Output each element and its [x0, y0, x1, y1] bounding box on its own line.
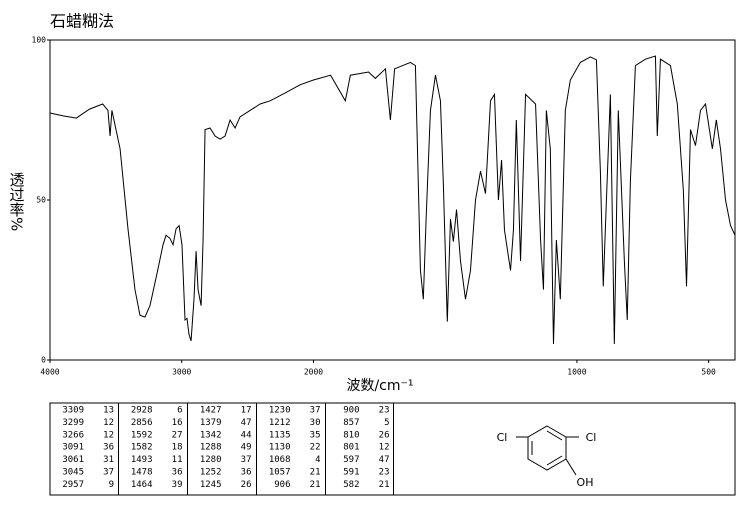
peak-transmittance: 13	[103, 406, 114, 416]
peak-wavenumber: 2856	[131, 418, 153, 428]
peak-transmittance: 26	[241, 480, 252, 490]
x-tick-label: 4000	[40, 368, 59, 377]
peak-wavenumber: 1135	[269, 430, 291, 440]
peak-wavenumber: 1592	[131, 430, 153, 440]
peak-transmittance: 26	[379, 430, 390, 440]
peak-wavenumber: 1245	[200, 480, 222, 490]
double-bond	[546, 430, 563, 441]
peak-wavenumber: 1280	[200, 455, 222, 465]
spectrum-line	[49, 55, 736, 345]
peak-transmittance: 16	[172, 418, 183, 428]
peak-wavenumber: 1212	[269, 418, 291, 428]
atom-label: OH	[577, 476, 594, 489]
double-bond	[546, 455, 563, 466]
peak-transmittance: 36	[241, 468, 252, 478]
peak-wavenumber: 3091	[62, 443, 84, 453]
peak-wavenumber: 1252	[200, 468, 222, 478]
peak-wavenumber: 1478	[131, 468, 153, 478]
peak-transmittance: 47	[379, 455, 390, 465]
peak-transmittance: 12	[379, 443, 390, 453]
peak-transmittance: 11	[172, 455, 183, 465]
peak-transmittance: 12	[103, 430, 114, 440]
peak-transmittance: 35	[310, 430, 321, 440]
x-tick-label: 500	[701, 368, 716, 377]
peak-wavenumber: 1288	[200, 443, 222, 453]
table-dividers	[118, 403, 394, 495]
peak-transmittance: 37	[103, 468, 114, 478]
chart-title: 石蜡糊法	[50, 12, 114, 31]
peak-wavenumber: 1427	[200, 406, 222, 416]
peak-transmittance: 27	[172, 430, 183, 440]
peak-transmittance: 5	[384, 418, 389, 428]
peak-transmittance: 12	[103, 418, 114, 428]
peak-wavenumber: 3266	[62, 430, 84, 440]
peak-wavenumber: 1493	[131, 455, 153, 465]
peak-transmittance: 18	[172, 443, 183, 453]
peak-wavenumber: 3309	[62, 406, 84, 416]
y-tick-label: 0	[41, 356, 46, 365]
peak-wavenumber: 1068	[269, 455, 291, 465]
peak-wavenumber: 1582	[131, 443, 153, 453]
x-tick-label: 1000	[567, 368, 586, 377]
peak-wavenumber: 591	[343, 468, 359, 478]
y-tick-label: 50	[36, 196, 46, 205]
peak-wavenumber: 1342	[200, 430, 222, 440]
peak-wavenumber: 1130	[269, 443, 291, 453]
peak-transmittance: 37	[310, 406, 321, 416]
x-tick-label: 3000	[172, 368, 191, 377]
peak-transmittance: 23	[379, 468, 390, 478]
peak-transmittance: 44	[241, 430, 252, 440]
atom-label: Cl	[497, 431, 508, 444]
y-axis-label: 透过率%	[8, 172, 26, 231]
peak-transmittance: 39	[172, 480, 183, 490]
peak-transmittance: 21	[310, 468, 321, 478]
peak-transmittance: 36	[103, 443, 114, 453]
peak-table-frame	[49, 402, 736, 496]
benzene-ring	[527, 425, 567, 471]
peak-wavenumber: 900	[343, 406, 359, 416]
peak-wavenumber: 2957	[62, 480, 84, 490]
peak-transmittance: 36	[172, 468, 183, 478]
peak-transmittance: 21	[310, 480, 321, 490]
peak-transmittance: 37	[241, 455, 252, 465]
peak-wavenumber: 1230	[269, 406, 291, 416]
y-tick-label: 100	[32, 36, 47, 45]
peak-transmittance: 21	[379, 480, 390, 490]
peak-transmittance: 49	[241, 443, 252, 453]
peak-transmittance: 22	[310, 443, 321, 453]
plot-frame	[49, 39, 736, 361]
peak-transmittance: 4	[315, 455, 320, 465]
peak-transmittance: 6	[177, 406, 182, 416]
peak-transmittance: 30	[310, 418, 321, 428]
peak-transmittance: 47	[241, 418, 252, 428]
bond	[565, 458, 577, 476]
peak-wavenumber: 597	[343, 455, 359, 465]
peak-wavenumber: 582	[343, 480, 359, 490]
structure-drawing	[516, 425, 579, 476]
peak-wavenumber: 1057	[269, 468, 291, 478]
peak-transmittance: 17	[241, 406, 252, 416]
peak-wavenumber: 2928	[131, 406, 153, 416]
peak-transmittance: 23	[379, 406, 390, 416]
peak-transmittance: 9	[109, 480, 114, 490]
peak-wavenumber: 1464	[131, 480, 153, 490]
peak-wavenumber: 906	[274, 480, 290, 490]
peak-wavenumber: 3299	[62, 418, 84, 428]
peak-wavenumber: 3061	[62, 455, 84, 465]
peak-wavenumber: 801	[343, 443, 359, 453]
peak-wavenumber: 3045	[62, 468, 84, 478]
peak-wavenumber: 1379	[200, 418, 222, 428]
peak-wavenumber: 810	[343, 430, 359, 440]
peak-transmittance: 31	[103, 455, 114, 465]
peak-wavenumber: 857	[343, 418, 359, 428]
atom-label: Cl	[586, 431, 597, 444]
x-tick-label: 2000	[304, 368, 323, 377]
x-axis-label: 波数/cm⁻¹	[346, 378, 413, 394]
